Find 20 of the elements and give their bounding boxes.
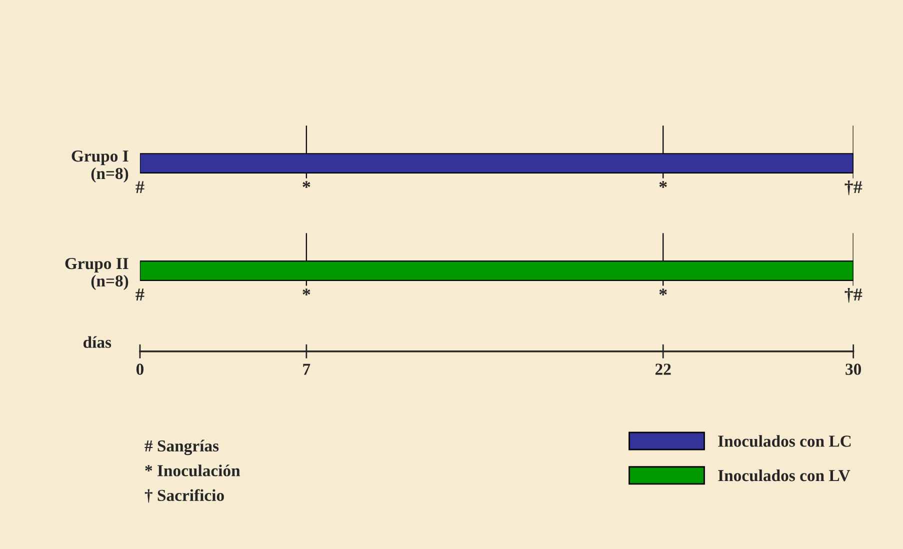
- x-tick-label: 30: [846, 364, 862, 375]
- legend-label: Inoculados con LC: [718, 435, 851, 447]
- annotation: *: [659, 181, 667, 188]
- y-tick-label: Grupo I (n=8): [72, 150, 128, 182]
- annotation: *: [302, 288, 310, 296]
- annotation: *: [302, 181, 310, 188]
- x-axis-title: días: [83, 336, 112, 348]
- annotation: #: [136, 181, 144, 194]
- y-tick-label: Grupo II (n=8): [65, 258, 128, 290]
- x-tick-label: 22: [655, 364, 671, 375]
- annotation: †#: [844, 180, 862, 196]
- text: † Sacrificio: [144, 489, 224, 503]
- x-tick-label: 0: [136, 364, 144, 375]
- text: * Inoculación: [145, 464, 240, 476]
- x-tick-label: 7: [303, 364, 310, 375]
- annotation: †#: [844, 288, 862, 303]
- text: # Sangrías: [144, 440, 219, 456]
- annotation: *: [659, 288, 667, 296]
- legend-label: Inoculados con LV: [718, 469, 850, 482]
- annotation: #: [136, 288, 144, 300]
